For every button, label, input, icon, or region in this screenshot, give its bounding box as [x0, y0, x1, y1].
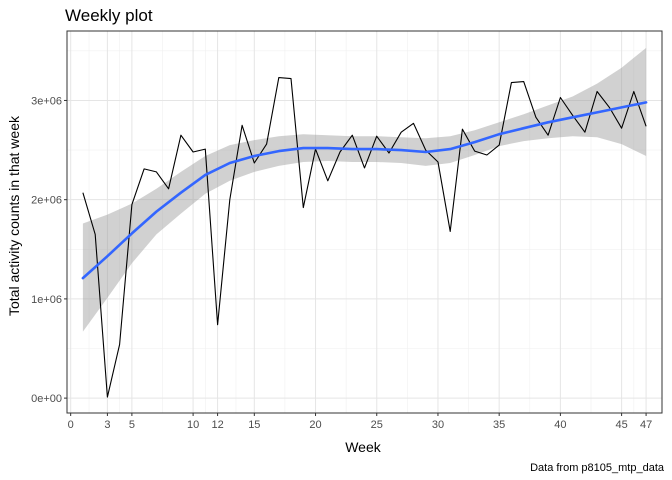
- x-tick-label: 40: [554, 419, 566, 431]
- x-tick-label: 12: [211, 419, 223, 431]
- x-tick-label: 10: [187, 419, 199, 431]
- x-tick-label: 20: [309, 419, 321, 431]
- x-tick-label: 47: [640, 419, 652, 431]
- x-tick-label: 0: [68, 419, 74, 431]
- x-tick-label: 5: [129, 419, 135, 431]
- panel-border: [66, 30, 663, 414]
- y-tick-label: 3e+06: [31, 95, 62, 107]
- x-tick-label: 45: [615, 419, 627, 431]
- x-tick-label: 35: [493, 419, 505, 431]
- series-line-smooth: [81, 101, 648, 280]
- y-axis-label: Total activity counts in that week: [6, 115, 22, 316]
- x-tick-label: 3: [104, 419, 110, 431]
- x-tick-label: 30: [432, 419, 444, 431]
- y-axis: 0e+00 1e+06 2e+06 3e+06: [31, 95, 67, 405]
- chart-caption: Data from p8105_mtp_data: [530, 462, 665, 474]
- panel-background: [67, 31, 662, 413]
- x-tick-label: 25: [371, 419, 383, 431]
- plot-panel: [66, 30, 663, 414]
- x-axis-label: Week: [345, 439, 382, 455]
- y-tick-label: 0e+00: [31, 393, 62, 405]
- confidence-band: [82, 47, 647, 332]
- chart-title: Weekly plot: [65, 6, 153, 25]
- y-tick-label: 2e+06: [31, 195, 62, 207]
- x-tick-label: 15: [248, 419, 260, 431]
- x-axis: 0 3 5 10 12 15 20 25 30 35 40 45 47: [68, 413, 652, 431]
- y-tick-label: 1e+06: [31, 294, 62, 306]
